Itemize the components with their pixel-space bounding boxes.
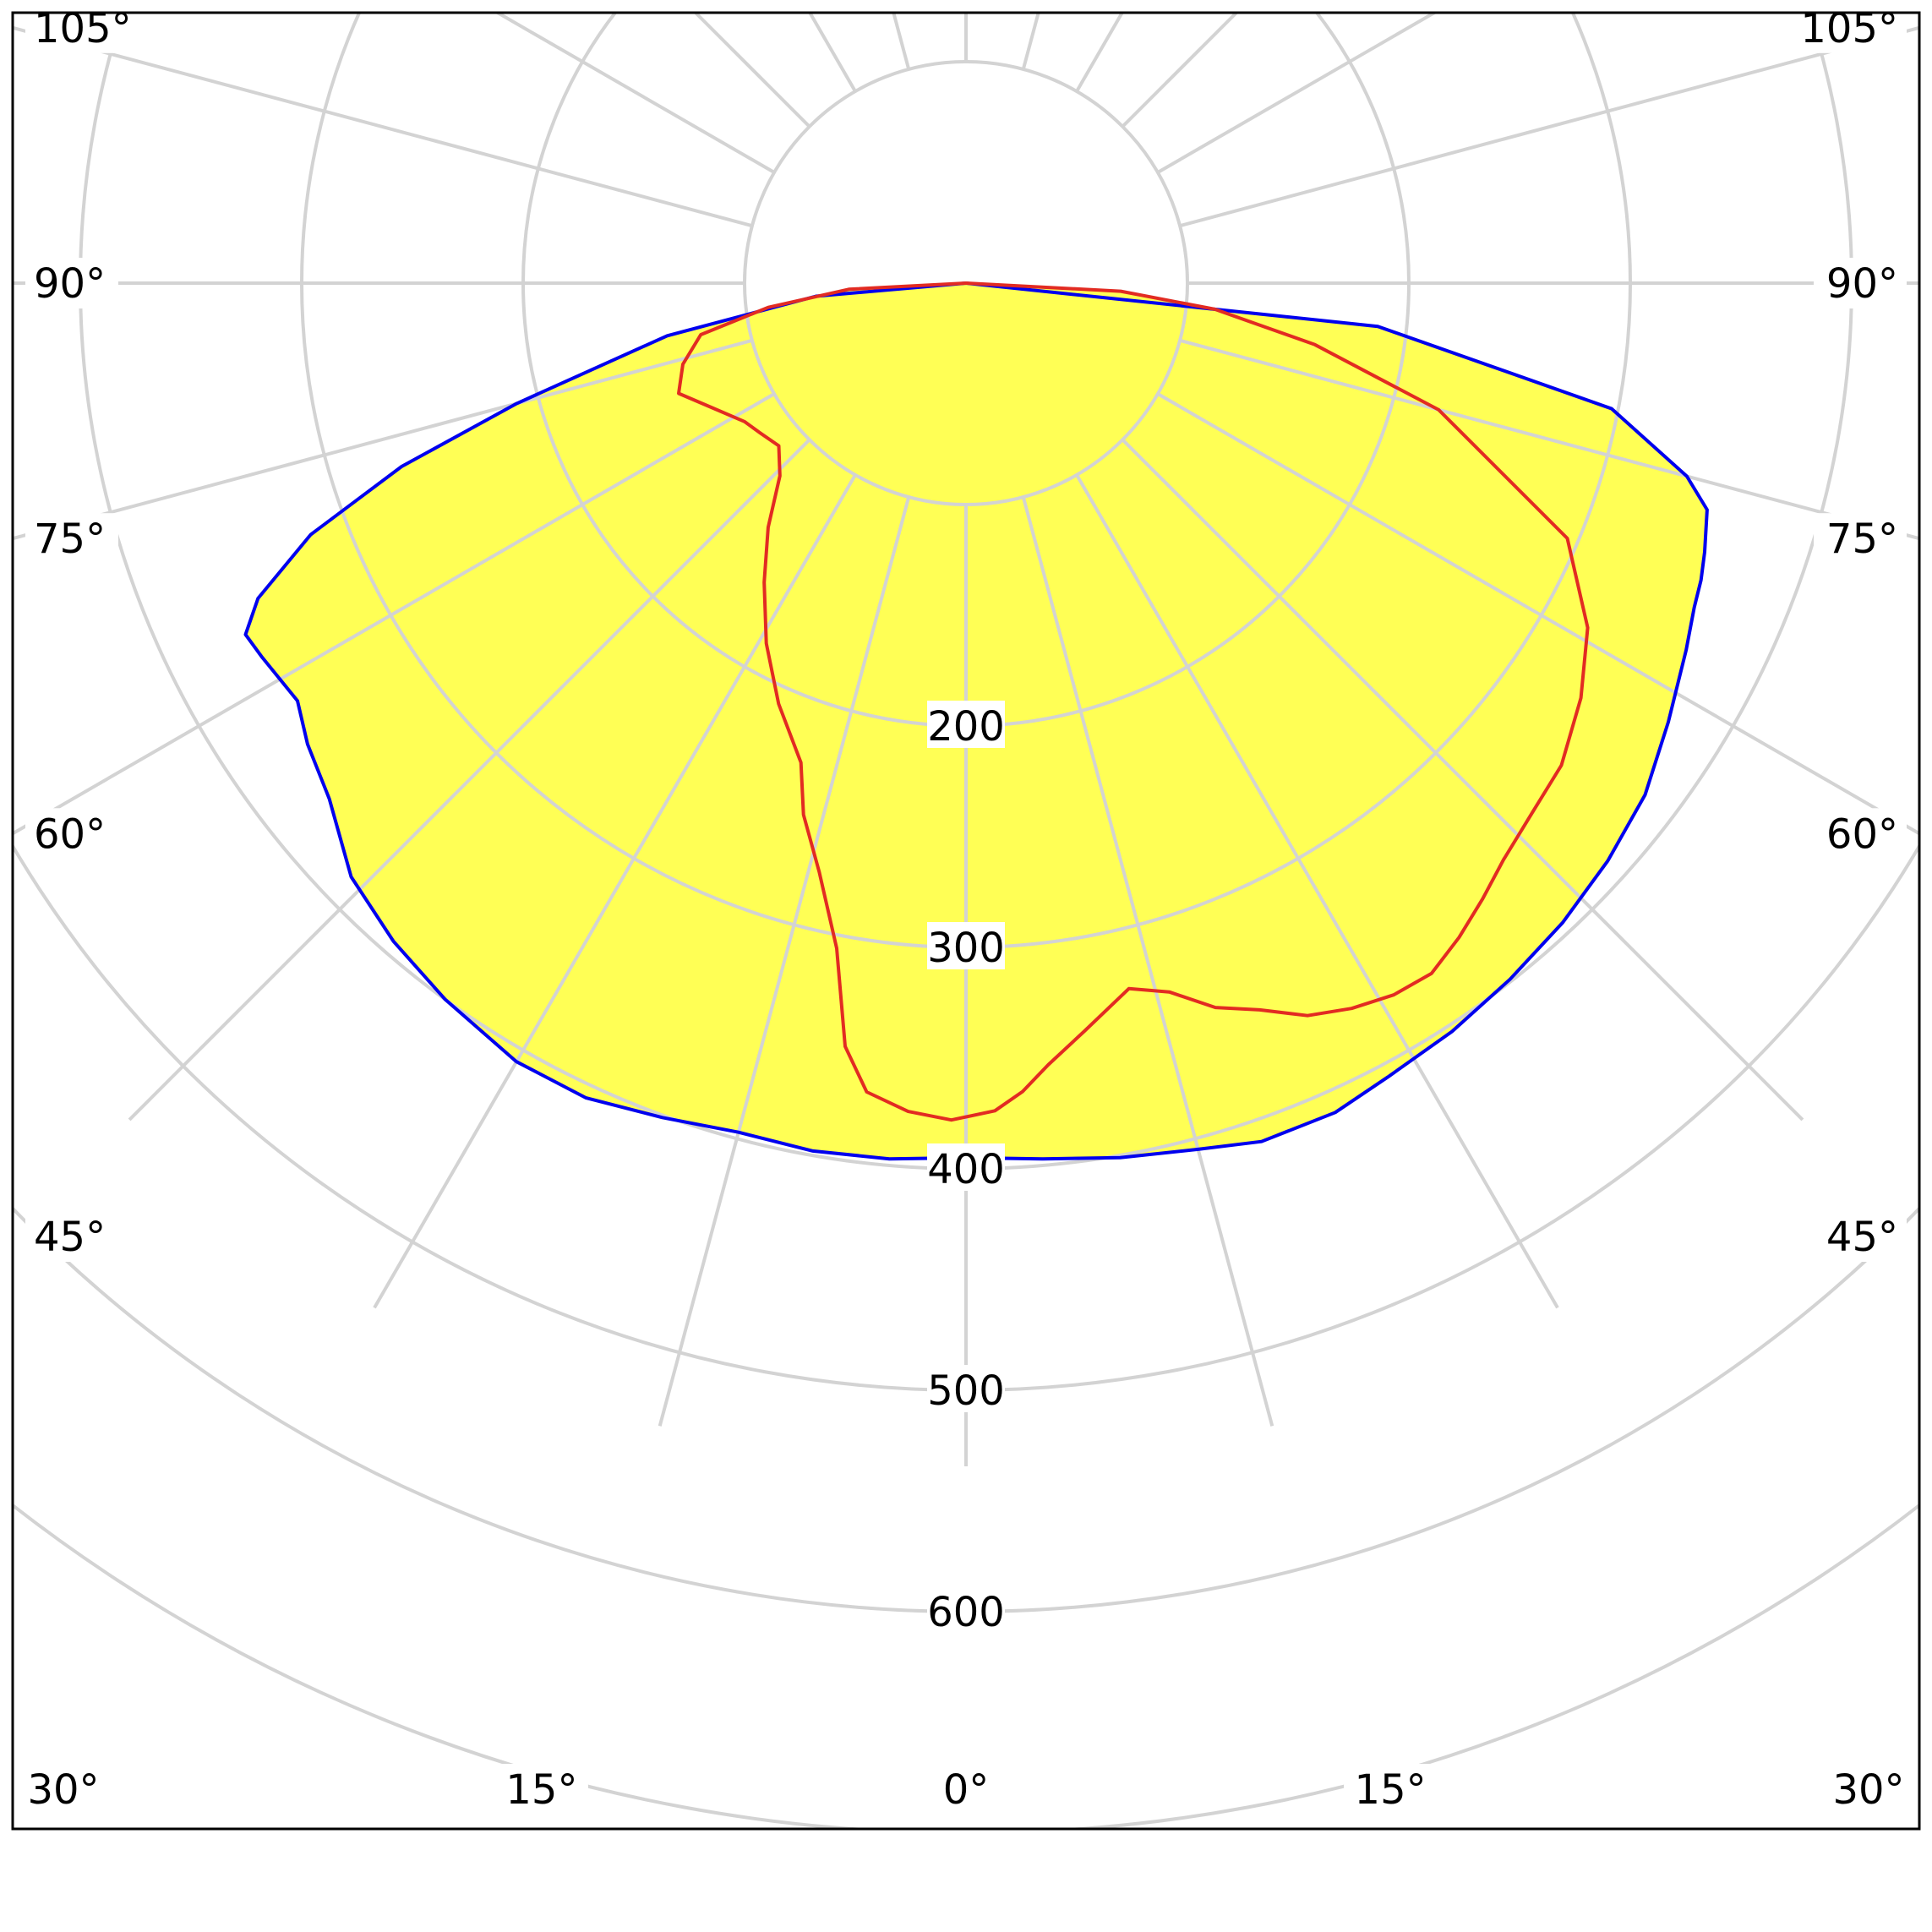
spoke-right-105 bbox=[1179, 25, 1919, 228]
radial-tick-label-200: 200 bbox=[927, 703, 1005, 750]
angle-tick-label-right-15: 15° bbox=[1355, 1766, 1427, 1814]
spoke-right-75 bbox=[1179, 338, 1919, 541]
radial-tick-label-400: 400 bbox=[927, 1146, 1005, 1193]
angle-label-bg-right-45 bbox=[1814, 1211, 1907, 1262]
angle-label-bg-left-105 bbox=[25, 13, 144, 53]
spoke-right-15 bbox=[1021, 496, 1274, 1427]
angle-tick-label-right-105: 105° bbox=[1800, 5, 1898, 52]
angle-tick-label-left-15: 15° bbox=[505, 1766, 577, 1814]
angle-label-bg-left-90 bbox=[25, 258, 118, 308]
angle-tick-label-right-30: 30° bbox=[1832, 1766, 1904, 1814]
radial-label-bg-500 bbox=[927, 1365, 1005, 1412]
spoke-left-15 bbox=[658, 496, 911, 1427]
angle-label-bg-right-30 bbox=[1822, 1764, 1915, 1815]
spoke-right-60 bbox=[1156, 392, 1919, 836]
radial-label-bg-200 bbox=[927, 701, 1005, 748]
spoke-left-30 bbox=[373, 473, 857, 1309]
angle-label-bg-right-60 bbox=[1814, 808, 1907, 860]
angle-tick-label-right-45: 45° bbox=[1826, 1214, 1898, 1261]
angle-label-bg-right-75 bbox=[1814, 513, 1907, 565]
spoke-left-60 bbox=[13, 392, 776, 836]
angle-tick-label-left-75: 75° bbox=[34, 516, 106, 563]
tick-labels: 200 300 400 500 600 105° 105° 90° 90° 75° 75° 60° 60… bbox=[17, 5, 1915, 1815]
spoke-right-45 bbox=[1121, 438, 1804, 1122]
angle-label-bg-right-15 bbox=[1344, 1764, 1438, 1815]
angle-tick-label-left-30: 30° bbox=[27, 1766, 99, 1814]
radial-tick-label-600: 600 bbox=[927, 1589, 1005, 1636]
plot-frame bbox=[11, 11, 1921, 1831]
angle-tick-label-right-60: 60° bbox=[1826, 810, 1898, 858]
angle-label-bg-left-45 bbox=[25, 1211, 118, 1262]
angle-tick-label-left-60: 60° bbox=[34, 810, 106, 858]
angle-label-bg-right-90 bbox=[1814, 258, 1907, 308]
series-2-fill bbox=[679, 283, 1588, 1121]
spoke-left-45 bbox=[128, 438, 811, 1122]
angle-tick-label-left-90: 90° bbox=[34, 260, 106, 308]
radial-tick-label-300: 300 bbox=[927, 925, 1005, 972]
spoke-left-120 bbox=[494, 13, 776, 174]
plot-area: 200 300 400 500 600 105° 105° 90° 90° 75° 75° 60° 60… bbox=[13, 5, 1919, 1829]
angle-label-bg-center-0 bbox=[932, 1764, 1000, 1815]
angle-label-bg-left-75 bbox=[25, 513, 118, 565]
spoke-right-30 bbox=[1075, 473, 1559, 1309]
angle-label-bg-left-60 bbox=[25, 808, 118, 860]
angle-tick-label-right-90: 90° bbox=[1826, 260, 1898, 308]
spoke-left-105 bbox=[13, 25, 753, 228]
radial-label-bg-400 bbox=[927, 1143, 1005, 1191]
radial-tick-label-500: 500 bbox=[927, 1367, 1005, 1415]
angle-tick-label-left-45: 45° bbox=[34, 1214, 106, 1261]
angle-tick-label-right-75: 75° bbox=[1826, 516, 1898, 563]
radial-label-bg-600 bbox=[927, 1586, 1005, 1634]
radial-label-bg-300 bbox=[927, 922, 1005, 969]
spoke-right-120 bbox=[1156, 13, 1438, 174]
angle-tick-label-center-0: 0° bbox=[943, 1766, 990, 1814]
angle-label-bg-left-15 bbox=[494, 1764, 588, 1815]
angle-tick-label-left-105: 105° bbox=[34, 5, 132, 52]
angle-label-bg-left-30 bbox=[17, 1764, 110, 1815]
angle-label-bg-right-105 bbox=[1788, 13, 1907, 53]
series-2-curve bbox=[677, 281, 1590, 1122]
spoke-left-75 bbox=[13, 338, 753, 541]
